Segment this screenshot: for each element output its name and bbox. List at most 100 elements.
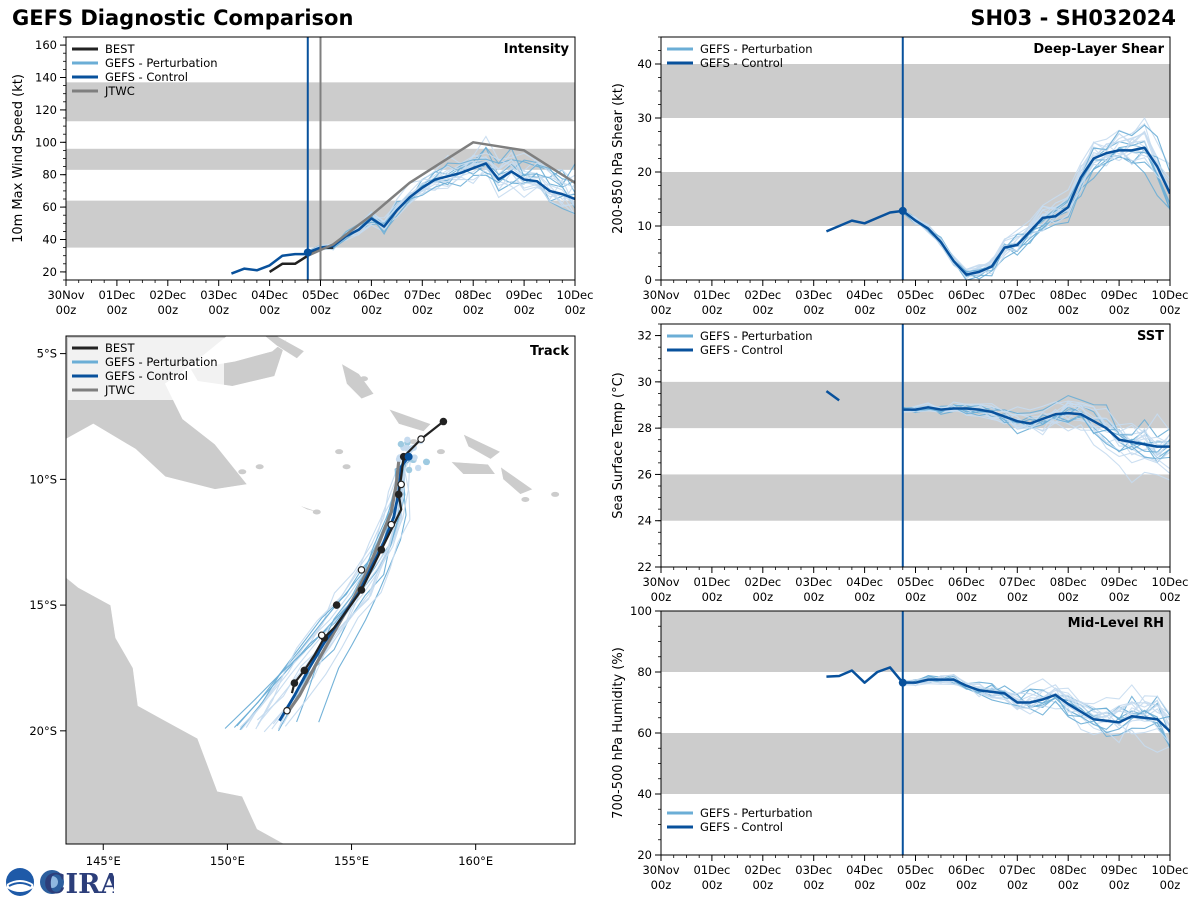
islet (409, 439, 418, 445)
shear-ytick-label: 40 (637, 57, 652, 71)
rh-ytick-label: 80 (637, 665, 652, 679)
sst-ytick-label: 24 (637, 514, 652, 528)
sst-ytick-label: 26 (637, 467, 652, 481)
landmass-5 (462, 433, 502, 460)
rh-xtick-label: 04Dec (846, 863, 883, 877)
track-control-start (404, 452, 413, 461)
landmass-3 (341, 363, 375, 400)
sst-ytick-label: 30 (637, 375, 652, 389)
shear-xtick-label: 08Dec (1050, 288, 1087, 302)
rh-xtick-label: 00z (1007, 878, 1028, 892)
islet (335, 449, 344, 455)
rh-xtick-label: 00z (752, 878, 773, 892)
intensity-series-control (230, 252, 308, 275)
landmass-8 (276, 494, 327, 515)
intensity-ytick-label: 100 (35, 135, 57, 149)
track-jtwc-marker (283, 706, 291, 715)
track-perturbation-line (256, 453, 411, 727)
track-best-marker (377, 545, 386, 554)
shear-xtick-label: 01Dec (693, 288, 730, 302)
sst-xtick-label: 07Dec (999, 575, 1036, 589)
sst-xtick-label: 08Dec (1050, 575, 1087, 589)
noaa-cira-logo-icon: CIRA (6, 868, 114, 898)
shear-plot-area (661, 64, 1170, 280)
track-perturbation-line (240, 459, 409, 731)
track-legend-label: BEST (105, 341, 135, 355)
islet (342, 464, 351, 470)
intensity-xtick-label: 09Dec (506, 288, 543, 302)
rh-xtick-label: 00z (1058, 878, 1079, 892)
track-ytick-label: 15°S (29, 598, 57, 612)
rh-series-control (826, 666, 1170, 733)
track-perturbation-point (397, 440, 405, 448)
rh-legend-label: GEFS - Perturbation (700, 806, 813, 820)
intensity-xtick-label: 01Dec (98, 288, 135, 302)
intensity-xtick-label: 00z (514, 303, 535, 317)
shear-xtick-label: 00z (1007, 303, 1028, 317)
rh-marker (898, 678, 907, 687)
shear-ytick-label: 10 (637, 219, 652, 233)
sst-xtick-label: 30Nov (642, 575, 679, 589)
intensity-xtick-label: 00z (463, 303, 484, 317)
sst-ytick-label: 22 (637, 560, 652, 574)
sst-ylabel: Sea Surface Temp (°C) (611, 372, 626, 519)
sst-xtick-label: 00z (1058, 590, 1079, 604)
track-legend-label: GEFS - Perturbation (105, 355, 218, 369)
rh-xtick-label: 00z (1160, 878, 1181, 892)
rh-title: Mid-Level RH (1068, 616, 1164, 631)
intensity-xtick-label: 07Dec (404, 288, 441, 302)
sst-legend-label: GEFS - Control (700, 343, 783, 357)
rh-plot-area (661, 611, 1170, 794)
rh-xtick-label: 30Nov (642, 863, 679, 877)
shear-xtick-label: 05Dec (897, 288, 934, 302)
rh-xtick-label: 00z (956, 878, 977, 892)
shear-xtick-label: 00z (702, 303, 723, 317)
rh-xtick-label: 00z (702, 878, 723, 892)
sst-xtick-label: 00z (702, 590, 723, 604)
logo-text: CIRA (44, 869, 114, 898)
sst-xtick-label: 09Dec (1101, 575, 1138, 589)
shear-xtick-label: 30Nov (642, 288, 679, 302)
rh-ylabel: 700-500 hPa Humidity (%) (611, 647, 626, 819)
sst-xtick-label: 00z (803, 590, 824, 604)
intensity-xtick-label: 00z (56, 303, 77, 317)
track-perturbation-line (239, 455, 408, 728)
track-best-marker (290, 679, 299, 687)
rh-band-1 (661, 611, 1170, 672)
sst-xtick-label: 00z (752, 590, 773, 604)
sst-ytick-label: 32 (637, 329, 652, 343)
track-jtwc-marker (397, 480, 405, 489)
track-perturbation-point (404, 436, 411, 443)
sst-xtick-label: 06Dec (948, 575, 985, 589)
intensity-xtick-label: 03Dec (200, 288, 237, 302)
intensity-legend-label: GEFS - Control (105, 70, 188, 84)
panel-track: 145°E 150°E 155°E 160°E 5°S 10°S 15°S 20°S Track… (29, 335, 576, 868)
track-map-area (66, 336, 575, 844)
intensity-ytick-label: 40 (42, 233, 57, 247)
rh-ytick-label: 20 (637, 848, 652, 862)
sst-perturbation-line (902, 405, 1170, 484)
intensity-xtick-label: 30Nov (47, 288, 84, 302)
track-legend-label: JTWC (104, 383, 135, 397)
track-best-marker (439, 417, 448, 426)
intensity-ytick-label: 80 (42, 168, 57, 182)
intensity-ytick-label: 140 (35, 71, 57, 85)
rh-xtick-label: 00z (803, 878, 824, 892)
sst-xtick-label: 00z (651, 590, 672, 604)
landmass-7 (500, 466, 534, 495)
islet (312, 509, 321, 515)
intensity-xtick-label: 02Dec (149, 288, 186, 302)
track-best-marker (394, 490, 403, 499)
sst-legend-label: GEFS - Perturbation (700, 329, 813, 343)
rh-xtick-label: 00z (1109, 878, 1130, 892)
intensity-legend-label: BEST (105, 42, 135, 56)
track-xtick-label: 145°E (86, 854, 121, 868)
intensity-xtick-label: 04Dec (251, 288, 288, 302)
sst-xtick-label: 02Dec (744, 575, 781, 589)
rh-xtick-label: 07Dec (999, 863, 1036, 877)
islet (238, 469, 247, 475)
track-xtick-label: 150°E (210, 854, 245, 868)
sst-xtick-label: 00z (905, 590, 926, 604)
shear-xtick-label: 00z (854, 303, 875, 317)
